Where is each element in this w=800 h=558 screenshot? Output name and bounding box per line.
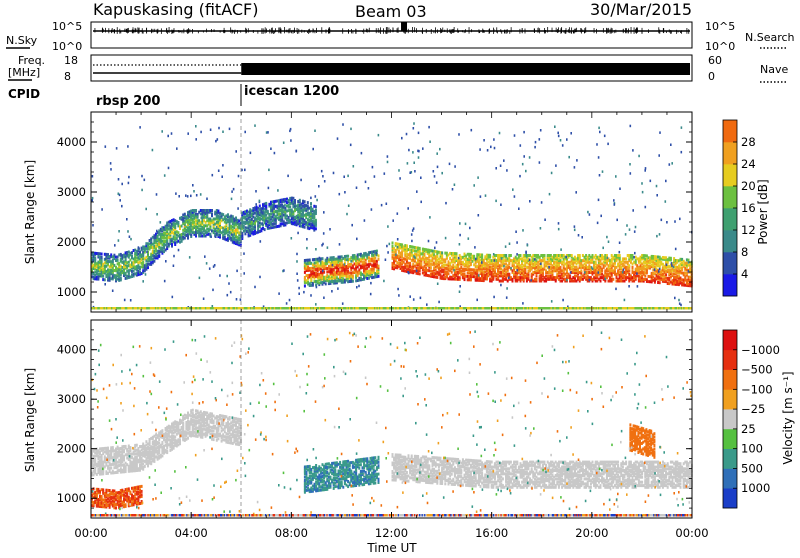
power-echo-band-4 xyxy=(392,242,693,288)
velocity-y-label: Slant Range [km] xyxy=(23,368,37,472)
nsearch-tick-top: 10^5 xyxy=(705,20,735,33)
time-tick-label: 16:00 xyxy=(475,526,508,540)
nave-tick-top: 60 xyxy=(708,54,722,67)
nsearch-label: N.Search xyxy=(745,31,795,44)
velocity-colorbar-tick-label: −500 xyxy=(741,363,773,377)
velocity-colorbar-label: Velocity [m s⁻¹] xyxy=(781,371,795,464)
power-colorbar-tick-label: 12 xyxy=(741,223,756,237)
beam-title: Beam 03 xyxy=(355,2,427,21)
velocity-y-axis: 1000 2000 3000 4000 xyxy=(57,320,692,518)
power-data xyxy=(91,122,693,309)
velocity-colorbar-swatch xyxy=(723,488,737,508)
velocity-colorbar-tick-label: 1000 xyxy=(741,481,770,495)
power-colorbar-swatch xyxy=(723,186,737,208)
nsky-trace xyxy=(93,22,690,34)
velocity-echo-band-3 xyxy=(304,456,380,494)
power-echo-band-3 xyxy=(304,250,380,288)
velocity-colorbar-swatch xyxy=(723,370,737,390)
date-title: 30/Mar/2015 xyxy=(590,0,692,19)
power-colorbar-tick-label: 16 xyxy=(741,201,756,215)
velocity-y-tick-label: 1000 xyxy=(57,491,86,505)
power-colorbar-swatch xyxy=(723,142,737,164)
velocity-echo-band-5 xyxy=(629,423,655,458)
cpid-segment-2: icescan 1200 xyxy=(244,84,339,99)
velocity-y-tick-label: 3000 xyxy=(57,392,86,406)
time-tick-label: 04:00 xyxy=(175,526,208,540)
time-tick-label: 00:00 xyxy=(74,526,107,540)
velocity-echo-band-4 xyxy=(392,453,693,489)
power-scatter xyxy=(91,122,692,309)
power-colorbar-tick-label: 24 xyxy=(741,157,756,171)
time-tick-label: 00:00 xyxy=(675,526,708,540)
nave-label: Nave xyxy=(760,63,788,76)
velocity-colorbar-swatch xyxy=(723,350,737,370)
nsky-tick-top: 10^5 xyxy=(52,20,82,33)
power-colorbar-swatch xyxy=(723,120,737,142)
nave-tick-bottom: 0 xyxy=(708,70,715,83)
velocity-colorbar-tick-label: −1000 xyxy=(741,343,780,357)
power-colorbar-tick-label: 4 xyxy=(741,267,748,281)
power-y-tick-label: 3000 xyxy=(57,185,86,199)
velocity-colorbar: 1000 500 100 25 −25 −100 −500 −1000 xyxy=(723,330,780,508)
power-colorbar-swatch xyxy=(723,164,737,186)
power-panel: 1000 2000 3000 4000 Slant Range [km] xyxy=(23,112,693,312)
nsearch-tick-bottom: 10^0 xyxy=(705,40,735,53)
power-colorbar: 4 8 12 16 20 24 28 xyxy=(723,120,756,296)
power-echo-band-1 xyxy=(91,209,242,282)
time-axis-label: Time UT xyxy=(366,541,417,554)
power-frame xyxy=(91,112,692,312)
nsky-panel: N.Sky 10^5 10^0 N.Search 10^5 10^0 xyxy=(6,20,795,53)
velocity-colorbar-swatch xyxy=(723,449,737,469)
power-y-tick-label: 2000 xyxy=(57,235,86,249)
cpid-label: CPID xyxy=(8,87,40,101)
time-tick-label: 12:00 xyxy=(375,526,408,540)
velocity-y-tick-label: 4000 xyxy=(57,343,86,357)
freq-trace xyxy=(93,63,690,75)
nsky-label: N.Sky xyxy=(6,34,38,47)
power-colorbar-tick-label: 28 xyxy=(741,135,756,149)
velocity-colorbar-tick-label: −100 xyxy=(741,382,773,396)
freq-trace-icescan xyxy=(241,63,690,75)
velocity-colorbar-swatch xyxy=(723,409,737,429)
freq-tick-top: 18 xyxy=(64,54,78,67)
velocity-data xyxy=(91,330,693,516)
power-colorbar-label: Power [dB] xyxy=(756,179,770,244)
velocity-colorbar-swatch xyxy=(723,389,737,409)
time-tick-label: 20:00 xyxy=(575,526,608,540)
power-colorbar-swatch xyxy=(723,252,737,274)
velocity-colorbar-swatch xyxy=(723,468,737,488)
power-y-tick-label: 1000 xyxy=(57,285,86,299)
velocity-colorbar-tick-label: 500 xyxy=(741,461,763,475)
velocity-y-tick-label: 2000 xyxy=(57,442,86,456)
velocity-echo-band-1 xyxy=(91,485,143,510)
nsky-tick-bottom: 10^0 xyxy=(52,40,82,53)
freq-tick-bottom: 8 xyxy=(64,70,71,83)
velocity-colorbar-tick-label: 100 xyxy=(741,442,763,456)
freq-unit-label: [MHz] xyxy=(8,66,40,79)
power-colorbar-swatch xyxy=(723,274,737,296)
velocity-panel: 1000 2000 3000 4000 00:00 04:00 08:00 12:00 16:… xyxy=(23,320,709,554)
time-tick-label: 08:00 xyxy=(275,526,308,540)
freq-panel: Freq. [MHz] 18 8 Nave 60 0 xyxy=(8,54,788,83)
power-y-label: Slant Range [km] xyxy=(23,160,37,264)
power-colorbar-swatch xyxy=(723,208,737,230)
station-title: Kapuskasing (fitACF) xyxy=(93,0,258,19)
power-colorbar-tick-label: 8 xyxy=(741,245,748,259)
velocity-colorbar-swatch xyxy=(723,330,737,350)
power-y-tick-label: 4000 xyxy=(57,135,86,149)
velocity-colorbar-tick-label: 25 xyxy=(741,422,756,436)
velocity-colorbar-swatch xyxy=(723,429,737,449)
cpid-panel: CPID rbsp 200 icescan 1200 xyxy=(8,84,339,109)
cpid-segment-1: rbsp 200 xyxy=(96,94,160,109)
power-echo-band-2 xyxy=(241,197,317,240)
power-colorbar-tick-label: 20 xyxy=(741,179,756,193)
velocity-colorbar-tick-label: −25 xyxy=(741,402,765,416)
power-colorbar-swatch xyxy=(723,230,737,252)
